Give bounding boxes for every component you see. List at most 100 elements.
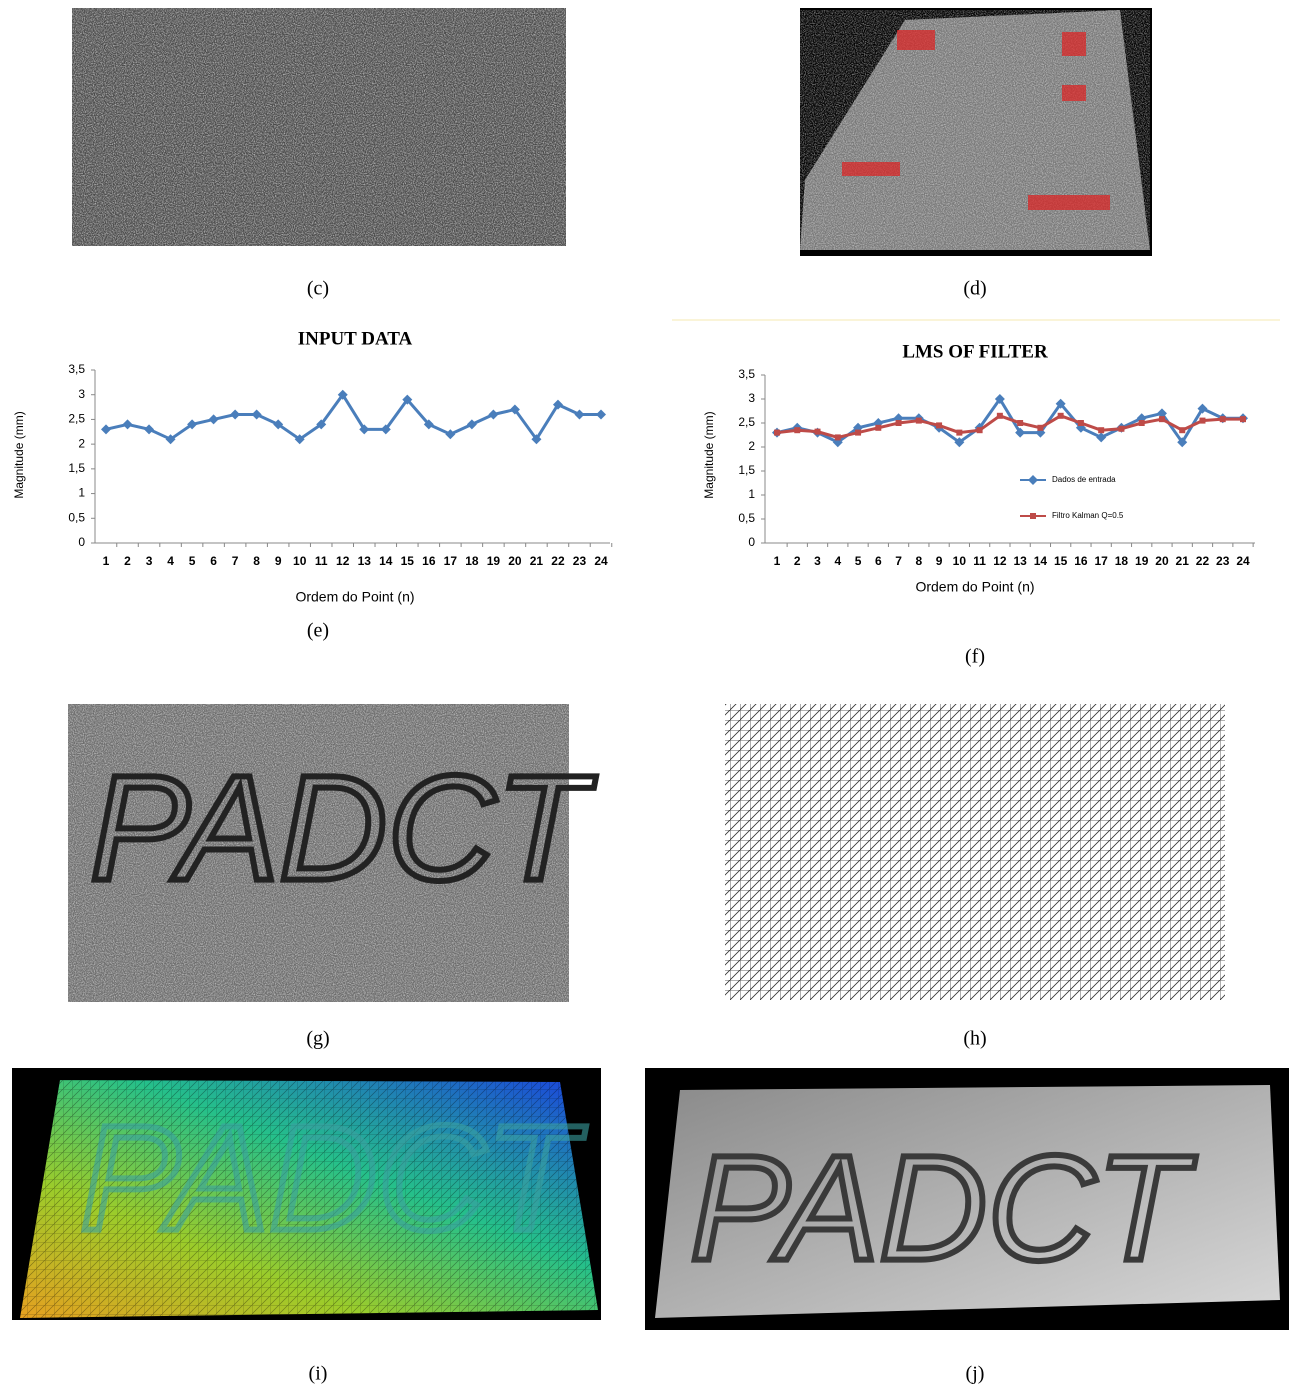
x-tick-label: 6 xyxy=(875,554,882,568)
x-tick-label: 12 xyxy=(336,554,350,568)
marker xyxy=(1058,413,1064,419)
x-tick-label: 23 xyxy=(573,554,587,568)
marker xyxy=(936,422,942,428)
image-i: PADCT xyxy=(12,1068,601,1320)
image-d xyxy=(800,8,1152,256)
y-tick-label: 0,5 xyxy=(738,511,755,525)
x-tick-label: 19 xyxy=(1135,554,1149,568)
image-text: PADCT xyxy=(90,744,597,912)
caption: (c) xyxy=(307,278,329,300)
x-tick-label: 2 xyxy=(794,554,801,568)
image-h xyxy=(725,704,1225,1000)
series-line xyxy=(777,416,1243,438)
marker xyxy=(916,418,922,424)
figure: PADCT PADCT PADCT (c)(d)(e)(f)(g)(h)(i)(… xyxy=(0,0,1294,1392)
marker xyxy=(1078,420,1084,426)
x-tick-label: 10 xyxy=(293,554,307,568)
x-tick-label: 5 xyxy=(855,554,862,568)
y-tick-label: 2 xyxy=(748,439,755,453)
x-tick-label: 7 xyxy=(232,554,239,568)
chart-title: LMS OF FILTER xyxy=(902,341,1048,362)
x-tick-label: 15 xyxy=(401,554,415,568)
image-text: PADCT xyxy=(690,1124,1197,1292)
x-tick-label: 23 xyxy=(1216,554,1230,568)
marker xyxy=(209,414,219,424)
x-tick-label: 12 xyxy=(993,554,1007,568)
caption: (e) xyxy=(307,620,329,642)
caption: (h) xyxy=(963,1028,986,1050)
x-tick-label: 11 xyxy=(315,554,328,568)
caption: (i) xyxy=(309,1363,328,1385)
x-tick-label: 8 xyxy=(915,554,922,568)
marker xyxy=(467,419,477,429)
y-tick-label: 3 xyxy=(78,387,85,401)
marker xyxy=(1096,432,1106,442)
y-tick-label: 3 xyxy=(748,391,755,405)
marker xyxy=(896,420,902,426)
y-tick-label: 1,5 xyxy=(68,461,85,475)
marker xyxy=(1220,416,1226,422)
chart: LMS OF FILTER Ordem do Point (n) Magnitude… xyxy=(702,341,1255,594)
x-tick-label: 4 xyxy=(167,554,174,568)
marker xyxy=(144,424,154,434)
marker xyxy=(1139,420,1145,426)
x-tick-label: 6 xyxy=(210,554,217,568)
marker xyxy=(1240,416,1246,422)
x-tick-label: 19 xyxy=(487,554,501,568)
marker xyxy=(1159,416,1165,422)
y-tick-label: 1,5 xyxy=(738,463,755,477)
x-tick-label: 7 xyxy=(895,554,902,568)
x-tick-label: 13 xyxy=(358,554,372,568)
legend-label: Dados de entrada xyxy=(1052,475,1116,484)
marker xyxy=(1199,418,1205,424)
x-tick-label: 1 xyxy=(103,554,110,568)
x-tick-label: 21 xyxy=(530,554,544,568)
marker xyxy=(574,409,584,419)
x-tick-label: 11 xyxy=(973,554,986,568)
x-tick-label: 18 xyxy=(1115,554,1129,568)
marker xyxy=(774,430,780,436)
x-tick-label: 2 xyxy=(124,554,131,568)
y-tick-label: 1 xyxy=(78,486,85,500)
marker xyxy=(252,409,262,419)
marker xyxy=(230,409,240,419)
x-tick-label: 18 xyxy=(465,554,479,568)
x-tick-label: 13 xyxy=(1013,554,1027,568)
y-tick-label: 2 xyxy=(78,436,85,450)
x-axis-label: Ordem do Point (n) xyxy=(915,579,1034,595)
marker xyxy=(123,419,133,429)
marker xyxy=(855,430,861,436)
x-tick-label: 20 xyxy=(508,554,522,568)
caption: (f) xyxy=(965,646,985,668)
marker xyxy=(956,430,962,436)
chart-title: INPUT DATA xyxy=(298,328,413,349)
legend-label: Filtro Kalman Q=0.5 xyxy=(1052,511,1124,520)
marker xyxy=(1017,420,1023,426)
marker xyxy=(596,409,606,419)
x-tick-label: 15 xyxy=(1054,554,1068,568)
x-tick-label: 17 xyxy=(444,554,458,568)
x-tick-label: 22 xyxy=(551,554,565,568)
y-tick-label: 1 xyxy=(748,487,755,501)
x-tick-label: 17 xyxy=(1094,554,1108,568)
marker xyxy=(445,429,455,439)
y-tick-label: 2,5 xyxy=(68,412,85,426)
marker xyxy=(977,427,983,433)
marker xyxy=(101,424,111,434)
y-axis-label: Magnitude (mm) xyxy=(702,411,716,498)
marker xyxy=(1118,426,1124,432)
marker xyxy=(815,429,821,435)
caption: (j) xyxy=(966,1363,985,1385)
x-tick-label: 16 xyxy=(1074,554,1088,568)
marker xyxy=(875,425,881,431)
image-g: PADCT xyxy=(68,704,597,1002)
x-tick-label: 1 xyxy=(774,554,781,568)
x-tick-label: 4 xyxy=(834,554,841,568)
x-tick-label: 24 xyxy=(1236,554,1250,568)
series-line xyxy=(106,395,601,439)
x-tick-label: 5 xyxy=(189,554,196,568)
chart: INPUT DATAOrdem do Point (n)Magnitude (m… xyxy=(12,328,612,604)
image-text: PADCT xyxy=(80,1094,587,1262)
y-tick-label: 3,5 xyxy=(68,362,85,376)
image-c xyxy=(72,8,566,246)
